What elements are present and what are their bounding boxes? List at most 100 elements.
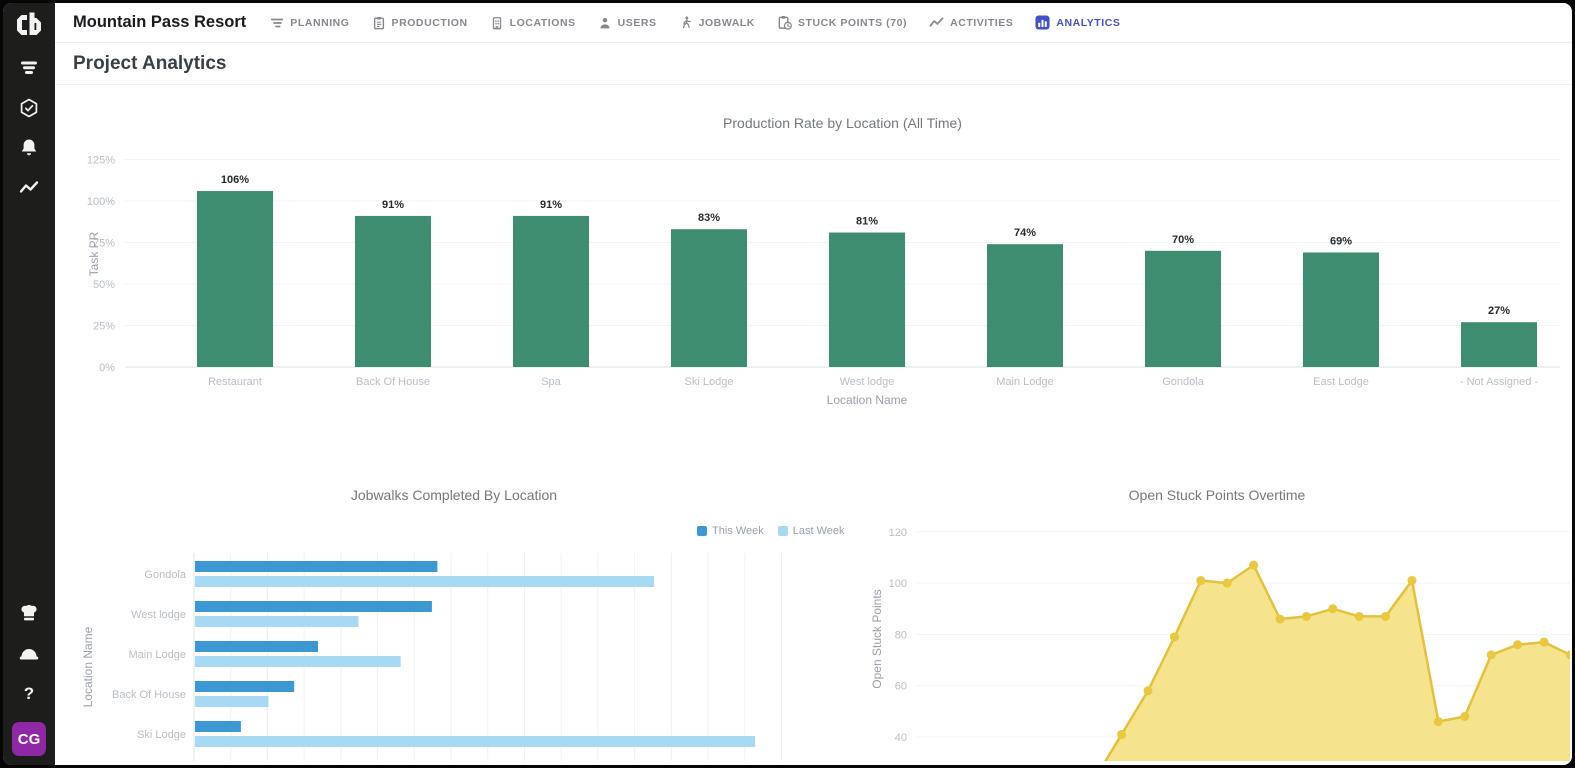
- bar-last-week: [195, 576, 655, 587]
- data-point-marker: [1117, 729, 1127, 739]
- nav-item-label: ANALYTICS: [1056, 16, 1121, 29]
- nav-item-analytics[interactable]: ANALYTICS: [1035, 15, 1120, 30]
- nav-item-label: USERS: [617, 16, 657, 29]
- x-category-label: Spa: [541, 376, 561, 388]
- nav-item-label: PLANNING: [290, 16, 350, 29]
- nav-item-locations[interactable]: LOCATIONS: [490, 16, 576, 30]
- data-point-marker: [1328, 604, 1338, 614]
- data-point-marker: [1196, 576, 1206, 586]
- data-point-marker: [1513, 640, 1523, 650]
- data-point-marker: [1301, 611, 1311, 621]
- bar-value-label: 74%: [1014, 227, 1036, 239]
- avatar[interactable]: CG: [12, 722, 46, 756]
- y-tick-label: 120: [889, 527, 907, 539]
- legend-swatch-last-week: [777, 526, 788, 536]
- stuck-points-chart: 120 100 80 60 40: [889, 527, 1570, 761]
- bar: [513, 215, 589, 367]
- bar: [829, 232, 905, 367]
- y-tick-label: 125%: [87, 155, 115, 167]
- y-tick-label: 0%: [99, 362, 115, 374]
- sidebar-item-quality[interactable]: [17, 96, 41, 120]
- data-point-marker: [1407, 576, 1417, 586]
- legend-item-last-week: Last Week: [777, 525, 845, 537]
- data-point-marker: [1565, 650, 1570, 660]
- bar-value-label: 91%: [382, 199, 404, 211]
- help-icon: ?: [23, 684, 35, 703]
- bar-this-week: [195, 601, 432, 612]
- nav-item-jobwalk[interactable]: JOBWALK: [679, 16, 755, 30]
- bar-this-week: [195, 721, 241, 732]
- y-category-label: Main Lodge: [129, 649, 187, 661]
- planning-icon: [271, 18, 284, 27]
- stuck-points-chart-title: Open Stuck Points Overtime: [1128, 487, 1306, 503]
- bar-this-week: [195, 641, 319, 652]
- bar-value-label: 27%: [1488, 305, 1510, 317]
- sub-header: Project Analytics: [55, 43, 1572, 85]
- nav-item-users[interactable]: USERS: [598, 16, 657, 30]
- locations-icon: [492, 16, 501, 29]
- y-category-label: West lodge: [131, 609, 186, 621]
- nav-item-planning[interactable]: PLANNING: [270, 16, 349, 30]
- bar: [987, 244, 1063, 367]
- bar: [1145, 250, 1221, 367]
- stuck-points-icon: [778, 15, 792, 30]
- nav-item-stuck-points[interactable]: STUCK POINTS (70): [777, 15, 907, 30]
- legend-label: Last Week: [792, 525, 845, 537]
- y-tick-label: 25%: [93, 321, 115, 333]
- jobwalks-y-axis-label: Location Name: [81, 626, 95, 708]
- area-line: [1104, 563, 1570, 761]
- top-bar: Mountain Pass Resort PLANNING PRODUCTION: [55, 3, 1572, 43]
- x-category-label: East Lodge: [1313, 376, 1369, 388]
- jobwalk-icon: [682, 16, 691, 28]
- bar-this-week: [195, 561, 438, 572]
- production-rate-chart: 0%25%50%75%100%125%106%Restaurant91%Back…: [87, 155, 1560, 388]
- sidebar-item-notifications[interactable]: [17, 136, 41, 160]
- jobwalks-legend: This Week Last Week: [697, 525, 845, 537]
- sidebar-item-activity[interactable]: [17, 176, 41, 200]
- bar-last-week: [195, 696, 269, 707]
- trend-icon: [19, 181, 39, 193]
- production-rate-y-axis-label: Task PR: [87, 231, 101, 277]
- x-category-label: Gondola: [1162, 376, 1204, 388]
- funnel-icon: [21, 61, 37, 74]
- nav-item-production[interactable]: PRODUCTION: [372, 16, 468, 30]
- page-title: Project Analytics: [73, 52, 227, 74]
- jobwalks-chart-title: Jobwalks Completed By Location: [350, 487, 558, 503]
- activities-icon: [929, 17, 944, 27]
- top-nav: PLANNING PRODUCTION LOCATIONS: [270, 15, 1120, 30]
- bar-last-week: [195, 616, 359, 627]
- production-icon: [373, 16, 384, 29]
- nav-item-activities[interactable]: ACTIVITIES: [929, 15, 1013, 30]
- x-category-label: - Not Assigned -: [1460, 376, 1539, 388]
- data-point-marker: [1539, 637, 1549, 647]
- data-point-marker: [1143, 686, 1153, 696]
- data-point-marker: [1381, 611, 1391, 621]
- legend-item-this-week: This Week: [697, 525, 764, 537]
- x-category-label: West lodge: [840, 376, 895, 388]
- bar: [1303, 252, 1379, 367]
- bar-value-label: 91%: [540, 199, 562, 211]
- help-button[interactable]: ?: [17, 682, 41, 706]
- y-tick-label: 80: [895, 629, 907, 641]
- sidebar-item-planning[interactable]: [17, 56, 41, 80]
- project-title: Mountain Pass Resort: [73, 13, 247, 31]
- bar-value-label: 83%: [698, 212, 720, 224]
- sidebar: ? CG: [3, 3, 55, 765]
- app-window: ? CG Mountain Pass Resort PLANNING PRODU…: [3, 3, 1572, 765]
- analytics-content: Production Rate by Location (All Time) T…: [55, 85, 1572, 765]
- bar-value-label: 81%: [856, 216, 878, 228]
- nav-item-label: ACTIVITIES: [950, 16, 1014, 29]
- x-category-label: Ski Lodge: [685, 376, 734, 388]
- production-rate-x-axis-label: Location Name: [826, 393, 908, 407]
- bar-value-label: 70%: [1172, 234, 1194, 246]
- y-category-label: Gondola: [144, 569, 186, 581]
- bar-this-week: [195, 681, 295, 692]
- sidebar-item-foreman[interactable]: [17, 602, 41, 626]
- bar-last-week: [195, 656, 401, 667]
- bar: [197, 191, 273, 367]
- sidebar-item-field[interactable]: [17, 642, 41, 666]
- analytics-icon: [1035, 15, 1050, 30]
- app-logo[interactable]: [12, 10, 46, 40]
- legend-swatch-this-week: [697, 526, 707, 536]
- data-point-marker: [1169, 632, 1179, 642]
